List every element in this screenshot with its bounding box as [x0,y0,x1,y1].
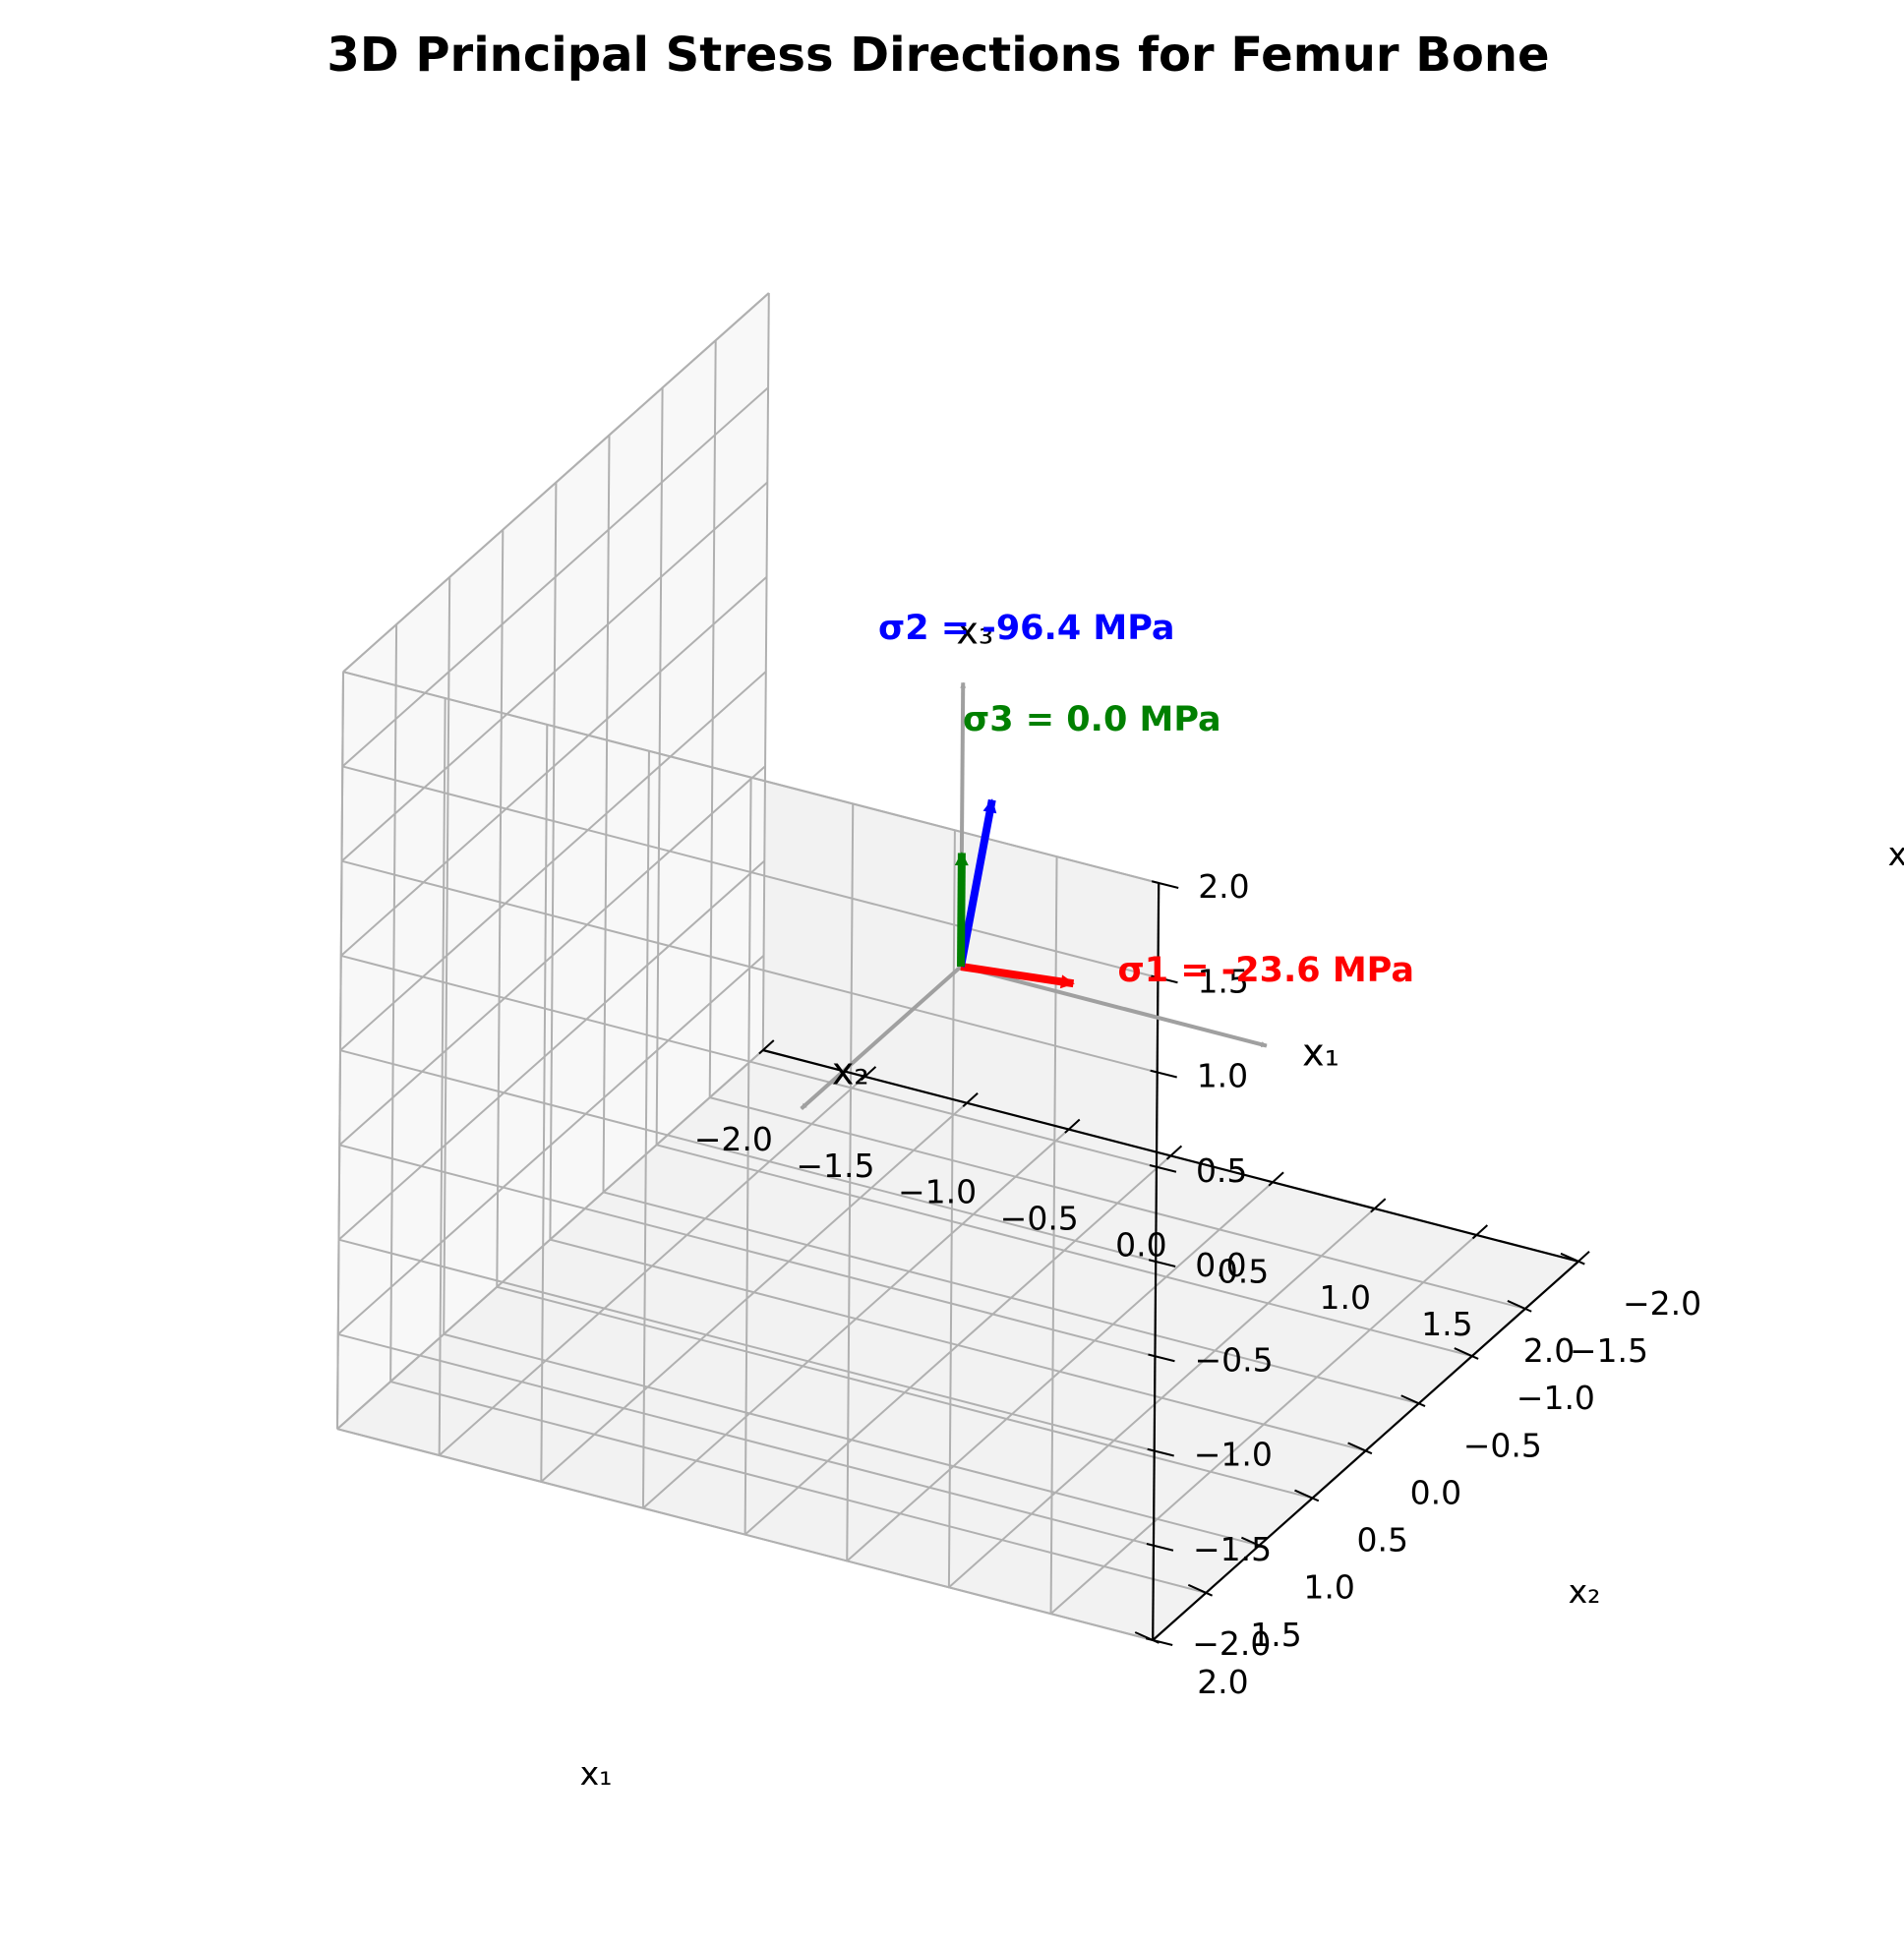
ref-axis-2-arrow [800,965,963,1110]
pane-edge [342,671,1160,884]
stress-label-σ1: σ1 = -23.6 MPa [1117,951,1414,990]
y-tick [1454,1347,1479,1360]
x-tick-label: 1.5 [1421,1305,1472,1343]
z-tick-label: 1.5 [1197,962,1248,1000]
ref-axis-1-arrow [960,965,1268,1048]
grid-line [846,803,855,1561]
x-tick-label: 0.0 [1115,1225,1166,1264]
grid-line [341,386,769,768]
z-tick-label: 2.0 [1198,867,1249,906]
y-tick [1240,1536,1267,1550]
z-tick [1146,1543,1174,1552]
y-tick-label: 2.0 [1197,1663,1248,1701]
grid-line [948,1208,1376,1589]
z-tick-label: −1.0 [1194,1436,1273,1474]
x-tick [1370,1198,1387,1213]
stress-arrows [954,798,1075,989]
x-tick-label: −0.5 [1000,1200,1079,1238]
y-tick-label: 0.5 [1357,1521,1408,1560]
stress-arrow-σ3 [954,852,969,968]
x-tick [1574,1251,1590,1267]
y-tick [1560,1252,1585,1266]
grid-line [341,765,1159,979]
tick-marks [758,880,1590,1646]
chart-title: 3D Principal Stress Directions for Femur… [327,28,1549,83]
x-tick-label: −2.0 [694,1120,773,1158]
grid-line [947,830,956,1588]
grid-line [341,859,1158,1074]
x-axis-label: x₁ [580,1754,613,1793]
y-tick [1507,1300,1532,1313]
x-tick [758,1039,775,1055]
z-tick [1151,880,1179,889]
z-axis-label: x₃ [1888,835,1904,873]
z-tick [1147,1447,1174,1457]
ref-axis-1-label: x₁ [1302,1031,1339,1075]
x-tick-label: −1.5 [796,1147,874,1185]
stress-arrow-σ2 [957,798,997,968]
ref-axis-2-label: x₂ [832,1049,869,1092]
grid-line [846,1181,1274,1562]
y-tick-label: −1.5 [1570,1331,1648,1370]
grid-line [443,576,451,1334]
x-tick [860,1066,877,1082]
y-tick-label: 0.0 [1410,1473,1461,1511]
x-tick-label: 2.0 [1523,1331,1575,1370]
x-tick [1471,1224,1489,1240]
z-tick-label: 1.0 [1197,1057,1248,1095]
y-tick-label: 1.0 [1303,1568,1354,1607]
y-tick [1134,1631,1160,1644]
stress-arrow-σ1 [960,963,1075,989]
x-tick-label: 0.5 [1218,1252,1269,1290]
stress-label-σ2: σ2 = -96.4 MPa [878,609,1175,648]
x-tick [962,1091,979,1107]
x-tick [1165,1145,1183,1160]
y-tick-label: 1.5 [1250,1616,1301,1654]
grid-line [340,481,768,862]
grid-line [443,1332,1260,1547]
grid-line [336,672,344,1430]
grid-line [1049,1234,1478,1615]
grid-line [339,1049,1157,1263]
y-tick [1347,1442,1373,1455]
x-tick [1064,1118,1081,1134]
text-labels: −2.0 −2.0 −2.0 −1.5 −1.5 −1.5 −1.0 −1.0 −1.0 −0.5… [580,609,1904,1793]
z-tick-label: −0.5 [1194,1340,1273,1379]
z-tick [1149,1164,1177,1173]
y-tick-label: −2.0 [1623,1284,1701,1323]
z-tick [1148,1353,1175,1363]
grid-line [496,529,505,1287]
grid-line [389,624,398,1383]
y-tick-label: −0.5 [1463,1426,1542,1464]
grid-line [389,1381,1207,1594]
y-tick [1294,1489,1320,1502]
grid-line [336,1428,1154,1641]
y-axis-label: x₂ [1569,1572,1601,1611]
grid-lines [336,292,1579,1641]
z-tick [1151,974,1178,984]
z-tick-label: −1.5 [1193,1530,1272,1568]
x-tick-label: −1.0 [898,1173,977,1211]
y-tick [1187,1583,1214,1597]
grid-line [497,1285,1313,1500]
z-tick [1150,1069,1177,1079]
z-tick [1148,1259,1176,1267]
grid-line [550,1238,1366,1452]
grid-line [339,671,767,1051]
z-tick-label: 0.0 [1195,1246,1246,1284]
stress-label-σ3: σ3 = 0.0 MPa [963,700,1221,739]
x-tick [1268,1171,1284,1187]
z-tick-label: 0.5 [1196,1151,1247,1190]
y-tick [1400,1394,1426,1407]
grid-line [340,954,1158,1168]
y-tick-label: −1.0 [1517,1379,1595,1417]
x-tick-label: 1.0 [1319,1278,1370,1317]
ref-axis-3-label: x₃ [956,609,993,652]
grid-line [340,576,768,957]
z-tick-label: −2.0 [1192,1624,1271,1663]
pane-edge [342,292,770,673]
